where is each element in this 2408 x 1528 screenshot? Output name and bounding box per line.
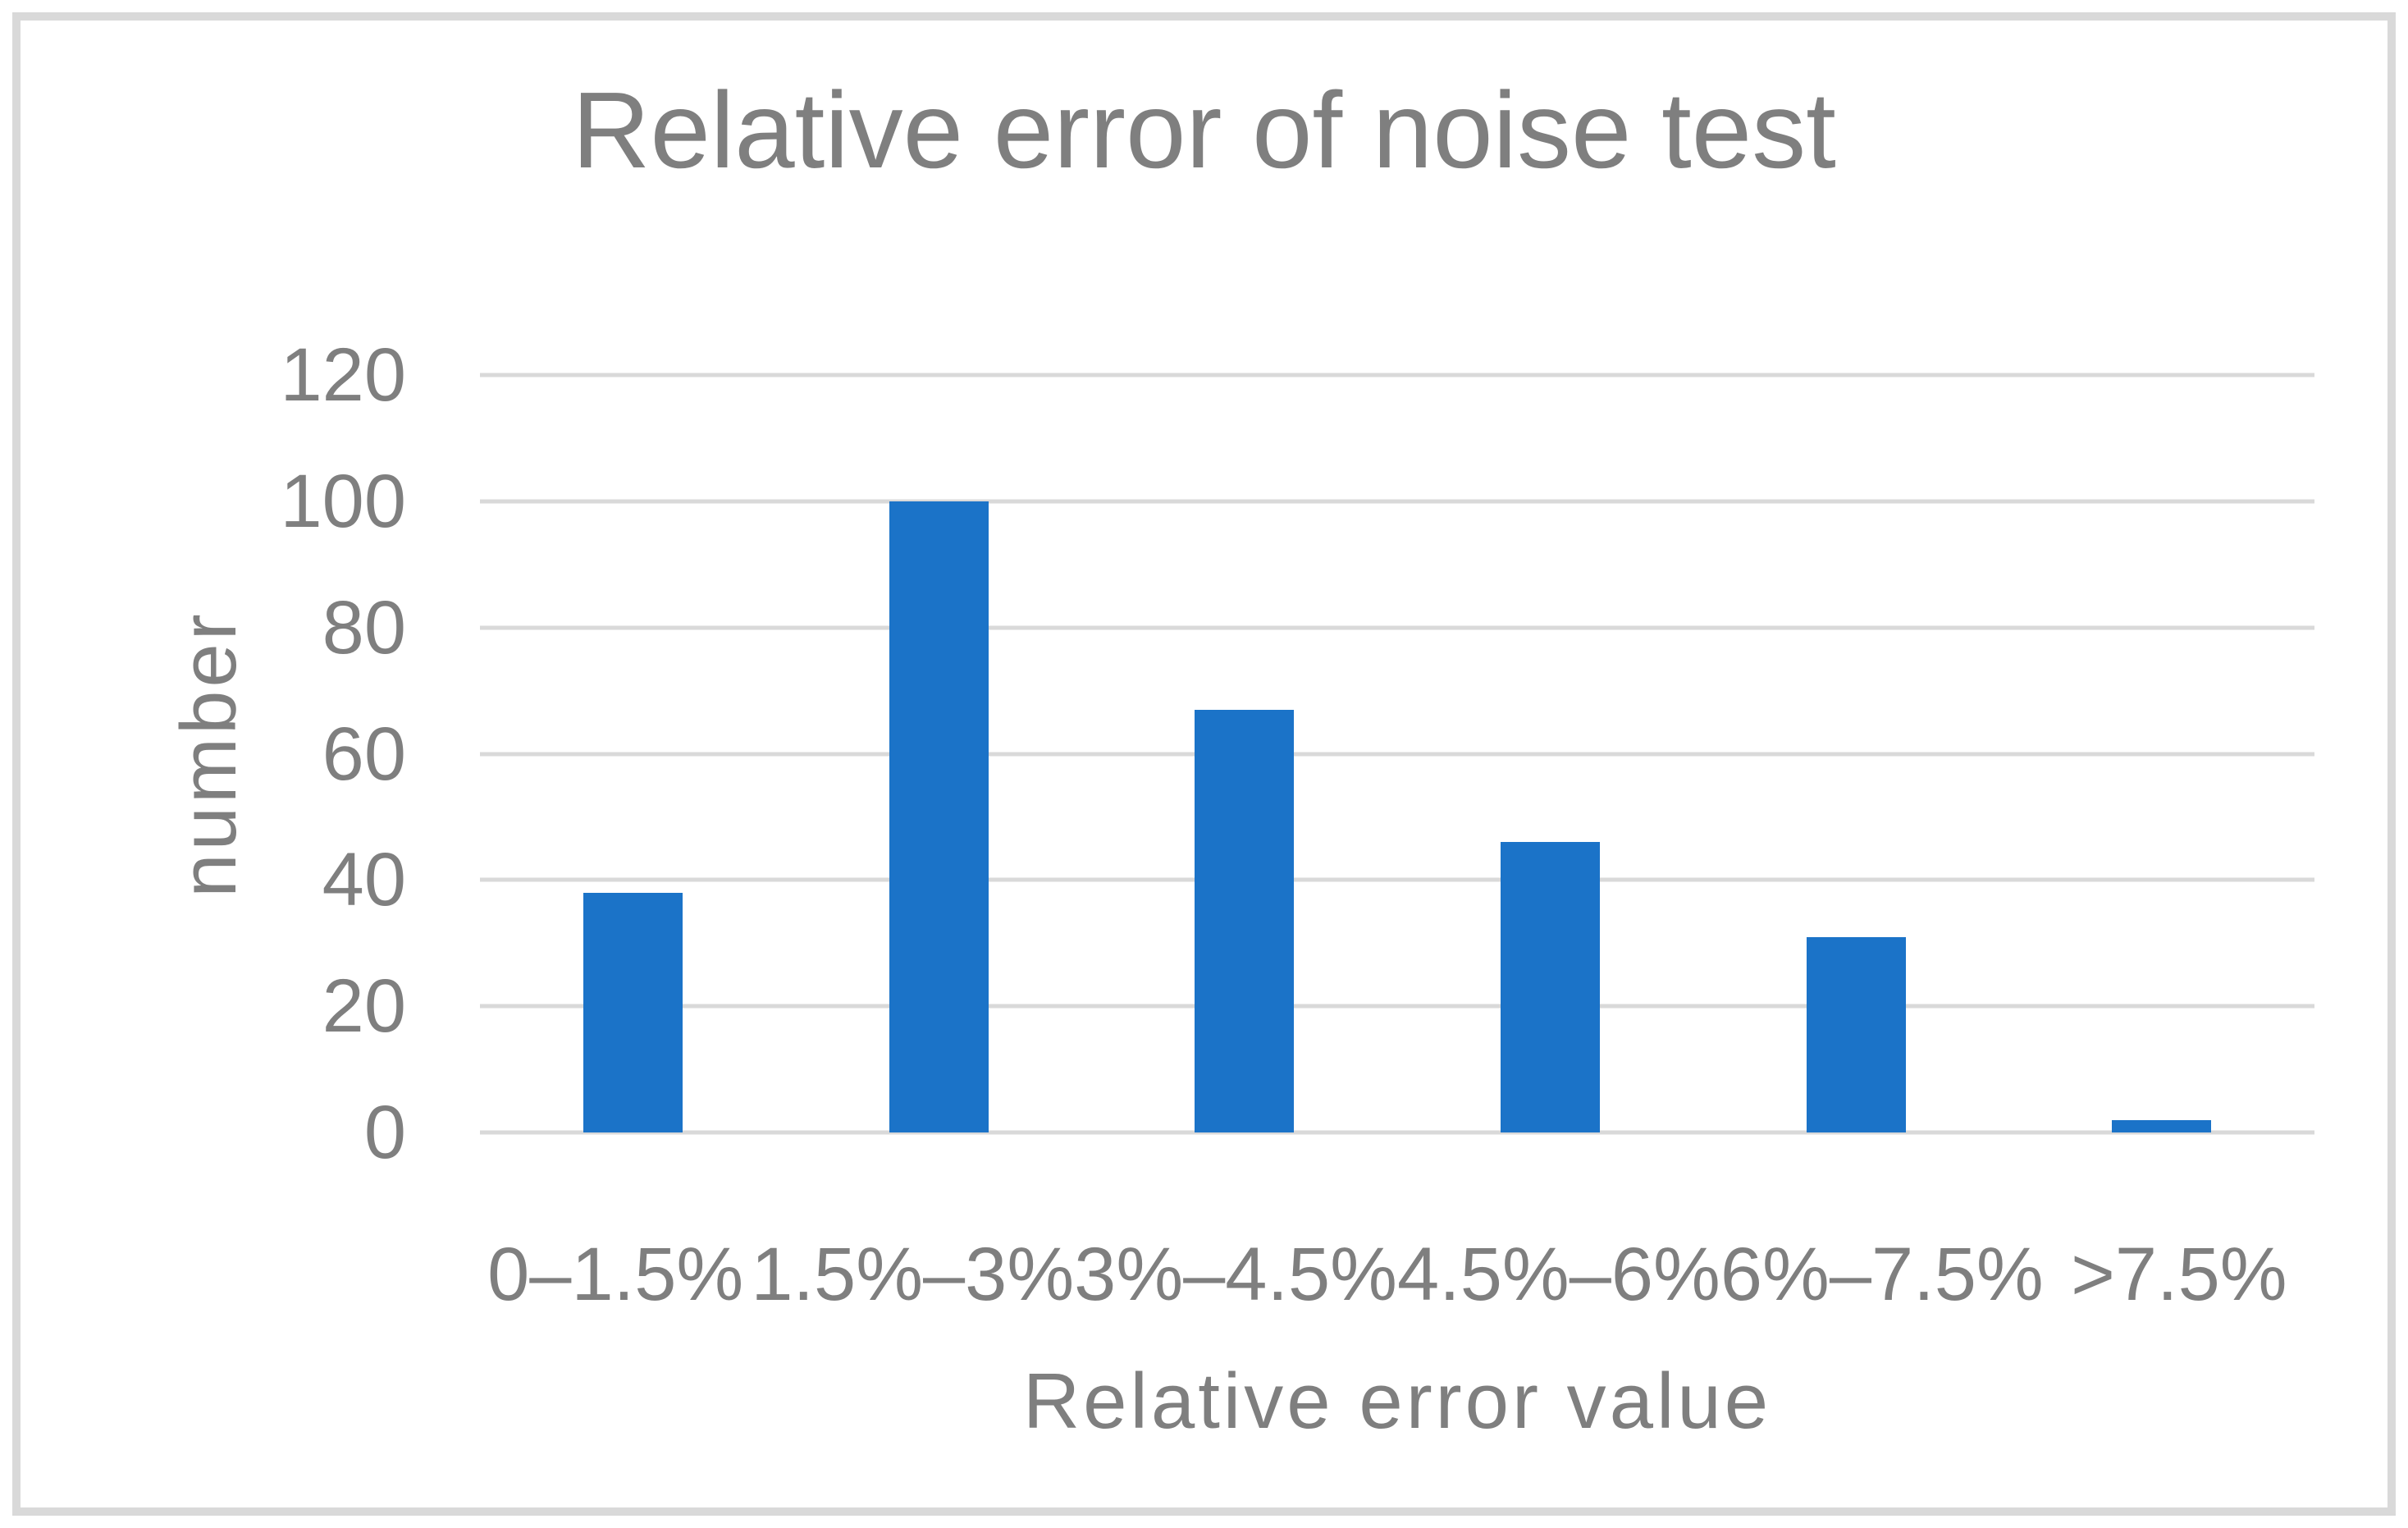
x-axis-title: Relative error value xyxy=(1022,1357,1772,1445)
plot-area xyxy=(480,373,2314,1135)
x-tick-label: 0–1.5% xyxy=(487,1233,744,1316)
y-tick-label: 0 xyxy=(363,1091,406,1174)
gridline xyxy=(480,625,2314,630)
bar-slot xyxy=(1703,375,2009,1132)
bar-3%–4.5% xyxy=(1195,709,1295,1132)
bar-1.5%–3% xyxy=(889,501,989,1132)
gridline xyxy=(480,499,2314,504)
bar-slot xyxy=(1091,375,1397,1132)
bar-slot xyxy=(2008,375,2314,1132)
y-tick-label: 120 xyxy=(280,333,407,417)
gridline xyxy=(480,1004,2314,1009)
x-tick-label: 3%–4.5% xyxy=(1074,1233,1397,1316)
y-tick-label: 80 xyxy=(322,585,406,670)
y-tick-label: 60 xyxy=(322,711,406,796)
chart-title: Relative error of noise test xyxy=(572,70,1836,190)
x-tick-label: 6%–7.5% xyxy=(1720,1233,2044,1316)
y-axis-tick-labels: 0 20 40 60 80 100 120 xyxy=(21,337,407,1170)
bar-4.5%–6% xyxy=(1500,842,1600,1132)
y-tick-label: 40 xyxy=(322,838,406,922)
y-tick-label: 100 xyxy=(280,459,407,543)
x-tick-label: 4.5%–6% xyxy=(1397,1233,1720,1316)
bar-slot xyxy=(1397,375,1703,1132)
x-tick-label: >7.5% xyxy=(2071,1233,2287,1316)
bar-slot xyxy=(480,375,786,1132)
bar-slot xyxy=(786,375,1092,1132)
gridline xyxy=(480,877,2314,882)
bars-layer xyxy=(480,375,2314,1132)
bar-6%–7.5% xyxy=(1806,936,1906,1132)
gridline xyxy=(480,373,2314,377)
x-tick-label: 1.5%–3% xyxy=(751,1233,1075,1316)
bar->7.5% xyxy=(2112,1119,2212,1132)
x-axis-tick-labels: 0–1.5% 1.5%–3% 3%–4.5% 4.5%–6% 6%–7.5% >7.5% xyxy=(480,1233,2314,1316)
chart-frame: Relative error of noise test number 0 20 4… xyxy=(12,12,2396,1516)
gridline xyxy=(480,752,2314,756)
y-tick-label: 20 xyxy=(322,964,406,1049)
gridline xyxy=(480,1130,2314,1135)
bar-0–1.5% xyxy=(583,892,683,1132)
